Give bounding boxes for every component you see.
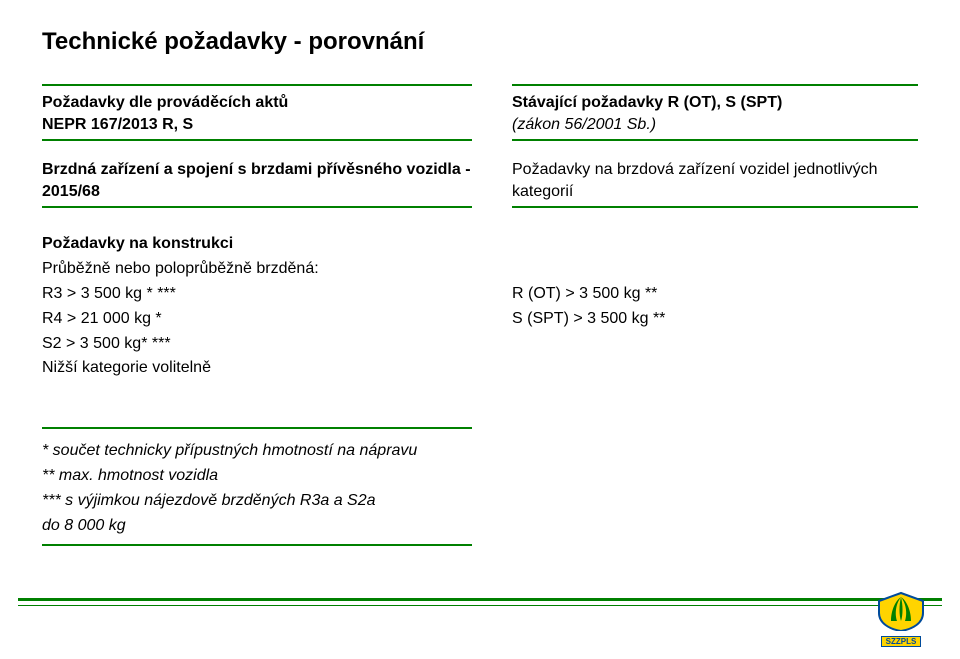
page-title: Technické požadavky - porovnání — [42, 28, 918, 56]
body-left-line: R3 > 3 500 kg * *** — [42, 282, 472, 307]
header-right: Stávající požadavky R (OT), S (SPT) (zák… — [512, 90, 918, 139]
footnote-line: do 8 000 kg — [42, 514, 472, 539]
logo: SZZPLS — [870, 591, 932, 649]
column-right: Stávající požadavky R (OT), S (SPT) (zák… — [512, 84, 918, 550]
section-left: Brzdná zařízení a spojení s brzdami přív… — [42, 145, 472, 206]
header-rule-left — [42, 84, 472, 86]
logo-text: SZZPLS — [881, 636, 922, 647]
footer-rule-thin — [18, 605, 942, 606]
footnote-line: *** s výjimkou nájezdově brzděných R3a a… — [42, 489, 472, 514]
body-right: . . R (OT) > 3 500 kg ** S (SPT) > 3 500… — [512, 212, 918, 331]
body-left: Požadavky na konstrukci Průběžně nebo po… — [42, 212, 472, 381]
header-right-line2: (zákon 56/2001 Sb.) — [512, 114, 918, 136]
section-right: Požadavky na brzdová zařízení vozidel je… — [512, 145, 918, 206]
columns: Požadavky dle prováděcích aktů NEPR 167/… — [42, 84, 918, 550]
header-right-line1: Stávající požadavky R (OT), S (SPT) — [512, 92, 918, 114]
column-left: Požadavky dle prováděcích aktů NEPR 167/… — [42, 84, 472, 550]
body-right-line: S (SPT) > 3 500 kg ** — [512, 307, 918, 332]
body-right-line: R (OT) > 3 500 kg ** — [512, 282, 918, 307]
header-rule-right — [512, 84, 918, 86]
header-left-line1: Požadavky dle prováděcích aktů — [42, 92, 472, 114]
footnote-rule-bottom — [42, 544, 472, 546]
section-rule-right — [512, 206, 918, 208]
footnote-line: * součet technicky přípustných hmotností… — [42, 439, 472, 464]
header-rule-right-bottom — [512, 139, 918, 141]
shield-ear-icon — [873, 591, 929, 631]
footnote-rule-top — [42, 427, 472, 429]
header-rule-left-bottom — [42, 139, 472, 141]
body-left-line: R4 > 21 000 kg * — [42, 307, 472, 332]
header-left: Požadavky dle prováděcích aktů NEPR 167/… — [42, 90, 472, 139]
body-left-line: Nižší kategorie volitelně — [42, 356, 472, 381]
body-left-line: Průběžně nebo poloprůběžně brzděná: — [42, 257, 472, 282]
body-left-heading: Požadavky na konstrukci — [42, 232, 472, 257]
footnotes: * součet technicky přípustných hmotností… — [42, 433, 472, 538]
section-rule-left — [42, 206, 472, 208]
footnote-line: ** max. hmotnost vozidla — [42, 464, 472, 489]
body-left-line: S2 > 3 500 kg* *** — [42, 332, 472, 357]
footer-rule — [18, 598, 942, 601]
header-left-line2: NEPR 167/2013 R, S — [42, 114, 472, 136]
